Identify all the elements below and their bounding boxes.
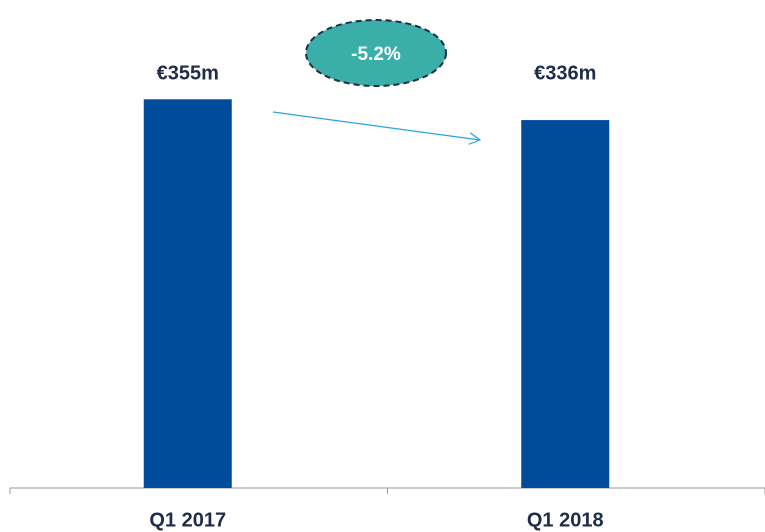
value-label: €336m (534, 62, 596, 84)
change-arrow (272, 111, 480, 140)
x-tick-label: Q1 2017 (149, 509, 226, 531)
value-label: €355m (157, 62, 219, 84)
change-label: -5.2% (351, 44, 401, 65)
bar (521, 120, 610, 488)
change-bubble (305, 19, 447, 87)
bar (143, 99, 232, 489)
x-tick-label: Q1 2018 (527, 509, 604, 531)
